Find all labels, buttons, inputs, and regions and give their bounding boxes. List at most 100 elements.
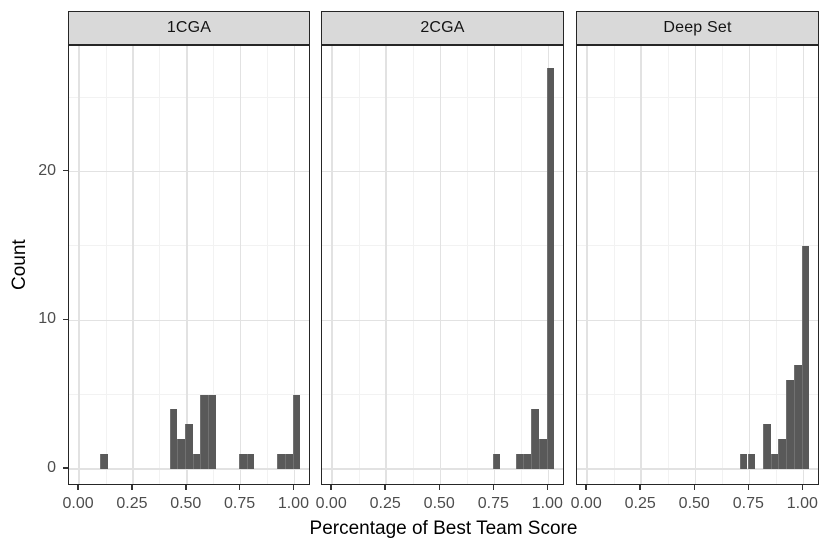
gridline-minor-vertical xyxy=(613,46,615,484)
x-tick-mark xyxy=(438,485,440,490)
x-tick-label: 1.00 xyxy=(531,495,563,512)
histogram-bar xyxy=(747,454,756,469)
gridline-minor-vertical xyxy=(412,46,414,484)
x-tick-label: 1.00 xyxy=(786,495,818,512)
x-tick-mark xyxy=(492,485,495,490)
facet-strip-label: 1CGA xyxy=(166,19,212,36)
y-tick-label: 20 xyxy=(38,161,56,179)
histogram-bar xyxy=(531,409,539,469)
histogram-bar xyxy=(246,454,255,469)
x-tick-label: 0.50 xyxy=(170,495,202,512)
x-tick-label: 0.00 xyxy=(315,495,347,512)
gridline-minor-vertical xyxy=(775,46,777,484)
gridline-major-vertical xyxy=(239,46,242,484)
gridline-major-horizontal xyxy=(322,170,563,173)
histogram-bar xyxy=(778,439,787,469)
x-tick-mark xyxy=(185,485,187,490)
histogram-bar xyxy=(177,439,185,469)
gridline-minor-vertical xyxy=(105,46,107,484)
gridline-major-horizontal xyxy=(69,170,309,173)
facet-strip-1cga: 1CGA xyxy=(68,11,310,45)
facet-strip-deep-set: Deep Set xyxy=(576,11,819,45)
histogram-bar xyxy=(284,454,293,469)
y-tick-label: 0 xyxy=(47,458,56,476)
histogram-bar xyxy=(770,454,779,469)
x-tick-mark xyxy=(131,485,133,490)
gridline-major-horizontal xyxy=(577,170,818,173)
x-tick-label: 0.00 xyxy=(62,495,94,512)
x-tick-label: 0.75 xyxy=(732,495,764,512)
gridline-minor-horizontal xyxy=(69,394,309,396)
facet-strip-label: 2CGA xyxy=(420,19,465,36)
panel-deep-set xyxy=(576,45,819,485)
gridline-minor-vertical xyxy=(667,46,669,484)
x-tick-label: 0.75 xyxy=(224,495,256,512)
x-tick-mark xyxy=(747,485,750,490)
x-tick-mark xyxy=(238,485,241,490)
gridline-major-horizontal xyxy=(69,319,309,321)
x-tick-label: 0.25 xyxy=(116,495,148,512)
gridline-major-vertical xyxy=(132,46,134,484)
gridline-major-horizontal xyxy=(577,468,818,470)
gridline-minor-horizontal xyxy=(322,96,563,98)
gridline-major-vertical xyxy=(385,46,387,484)
histogram-bar xyxy=(277,454,286,469)
panel-1cga xyxy=(68,45,310,485)
x-tick-mark xyxy=(801,485,804,490)
gridline-minor-horizontal xyxy=(69,96,309,98)
gridline-major-vertical xyxy=(186,46,188,484)
gridline-minor-vertical xyxy=(721,46,723,484)
x-axis-title: Percentage of Best Team Score xyxy=(309,518,578,539)
gridline-major-horizontal xyxy=(322,468,563,470)
histogram-bar xyxy=(100,454,109,469)
histogram-bar xyxy=(492,454,501,469)
x-tick-mark xyxy=(585,485,587,490)
gridline-minor-horizontal xyxy=(577,245,818,247)
x-tick-mark xyxy=(77,485,79,490)
x-tick-mark xyxy=(693,485,695,490)
histogram-bar xyxy=(238,454,247,469)
gridline-minor-vertical xyxy=(520,46,522,484)
gridline-minor-vertical xyxy=(159,46,161,484)
gridline-major-horizontal xyxy=(322,319,563,321)
x-tick-mark xyxy=(292,485,295,490)
gridline-minor-horizontal xyxy=(577,394,818,396)
x-tick-mark xyxy=(639,485,641,490)
x-tick-mark xyxy=(330,485,332,490)
gridline-major-vertical xyxy=(748,46,751,484)
facet-strip-2cga: 2CGA xyxy=(321,11,564,45)
gridline-minor-horizontal xyxy=(322,245,563,247)
x-tick-label: 0.25 xyxy=(624,495,656,512)
x-tick-label: 0.75 xyxy=(477,495,509,512)
histogram-bar xyxy=(292,394,301,469)
y-tick-mark xyxy=(63,169,68,172)
gridline-major-vertical xyxy=(439,46,441,484)
gridline-major-vertical xyxy=(493,46,496,484)
gridline-minor-vertical xyxy=(358,46,360,484)
y-tick-mark xyxy=(63,467,68,469)
gridline-minor-vertical xyxy=(213,46,215,484)
facet-strip-label: Deep Set xyxy=(663,19,732,36)
gridline-major-vertical xyxy=(694,46,696,484)
gridline-major-vertical xyxy=(331,46,333,484)
x-tick-label: 0.00 xyxy=(570,495,602,512)
histogram-bar xyxy=(546,67,555,469)
histogram-bar xyxy=(793,364,802,469)
y-axis-title: Count xyxy=(9,239,30,291)
histogram-bar xyxy=(515,454,524,469)
panel-2cga xyxy=(321,45,564,485)
x-tick-label: 0.50 xyxy=(678,495,710,512)
y-tick-mark xyxy=(63,318,68,320)
histogram-bar xyxy=(786,379,794,469)
gridline-major-vertical xyxy=(293,46,296,484)
histogram-bar xyxy=(192,454,201,469)
gridline-major-horizontal xyxy=(577,319,818,321)
gridline-major-vertical xyxy=(640,46,642,484)
gridline-minor-horizontal xyxy=(69,245,309,247)
y-tick-label: 10 xyxy=(38,310,56,328)
histogram-bar xyxy=(762,424,771,469)
histogram-bar xyxy=(523,454,532,469)
x-tick-label: 0.25 xyxy=(369,495,401,512)
gridline-minor-horizontal xyxy=(322,394,563,396)
